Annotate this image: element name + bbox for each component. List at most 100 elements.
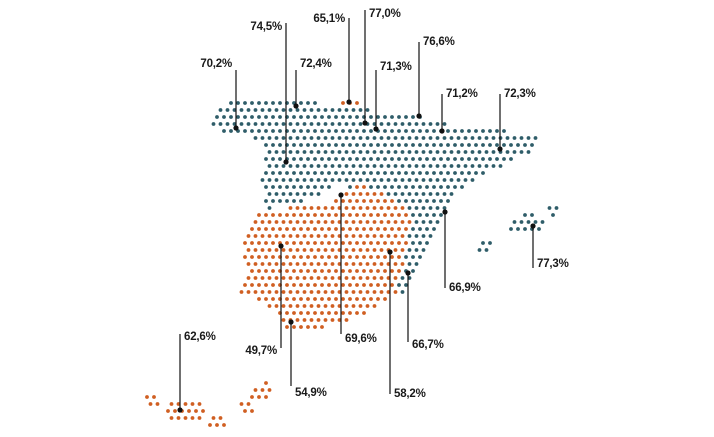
- map-dot: [428, 178, 433, 182]
- map-dot: [355, 185, 359, 189]
- map-dot: [306, 115, 310, 119]
- map-dot: [488, 241, 492, 245]
- map-dot: [264, 241, 268, 245]
- map-dot: [250, 115, 254, 119]
- map-dot: [288, 248, 293, 252]
- map-dot: [197, 416, 202, 420]
- map-dot: [355, 143, 359, 147]
- map-dot: [334, 129, 338, 133]
- map-dot: [334, 255, 338, 259]
- map-dot: [323, 136, 328, 140]
- map-dot: [547, 206, 552, 210]
- map-dot: [540, 220, 545, 224]
- map-dot: [400, 248, 405, 252]
- map-dot: [421, 164, 426, 168]
- map-dot: [267, 388, 272, 392]
- map-dot: [407, 248, 412, 252]
- map-dot: [320, 171, 324, 175]
- map-dot: [292, 143, 296, 147]
- map-dot: [215, 115, 219, 119]
- map-dot: [281, 150, 286, 154]
- map-dot: [512, 220, 517, 224]
- map-dot: [299, 115, 303, 119]
- map-dot: [519, 220, 524, 224]
- map-dot: [278, 129, 282, 133]
- map-dot: [344, 276, 349, 280]
- map-dot: [432, 157, 436, 161]
- map-dot: [316, 318, 321, 322]
- map-dot: [295, 304, 300, 308]
- map-dot: [334, 143, 338, 147]
- map-dot: [295, 136, 300, 140]
- map-dot: [460, 129, 464, 133]
- map-dot: [348, 171, 352, 175]
- map-dot: [260, 234, 265, 238]
- map-dot: [264, 269, 268, 273]
- map-dot: [393, 122, 398, 126]
- map-dot: [302, 262, 307, 266]
- map-dot: [243, 115, 247, 119]
- map-dot: [365, 248, 370, 252]
- leader-anchor-pais-vasco: [362, 120, 368, 126]
- map-dot: [302, 220, 307, 224]
- map-dot: [267, 276, 272, 280]
- map-dot: [152, 395, 156, 399]
- map-dot: [446, 129, 450, 133]
- map-dot: [460, 143, 464, 147]
- map-dot: [306, 311, 310, 315]
- map-dot: [323, 150, 328, 154]
- map-dot: [222, 423, 226, 427]
- map-dot: [323, 248, 328, 252]
- map-dot: [306, 185, 310, 189]
- map-dot: [267, 220, 272, 224]
- map-dot: [246, 402, 251, 406]
- map-dot: [495, 143, 499, 147]
- map-dot: [383, 241, 387, 245]
- map-dot: [225, 108, 230, 112]
- value-label-murcia: 66,7%: [412, 339, 444, 351]
- map-dot: [428, 122, 433, 126]
- map-dot: [278, 227, 282, 231]
- map-dot: [253, 276, 258, 280]
- map-dot: [365, 192, 370, 196]
- map-dot: [477, 150, 482, 154]
- map-dot: [428, 220, 433, 224]
- map-dot: [320, 269, 324, 273]
- map-dot: [407, 164, 412, 168]
- map-dot: [334, 115, 338, 119]
- map-dot: [334, 199, 338, 203]
- map-dot: [250, 255, 254, 259]
- map-dot: [295, 150, 300, 154]
- map-dot: [323, 304, 328, 308]
- map-dot: [288, 122, 293, 126]
- map-dot: [295, 108, 300, 112]
- map-dot: [341, 129, 345, 133]
- map-dot: [351, 108, 356, 112]
- map-dot: [519, 150, 524, 154]
- map-dot: [309, 178, 314, 182]
- map-dot: [533, 220, 538, 224]
- map-dot: [341, 255, 345, 259]
- map-dot: [383, 227, 387, 231]
- value-label-andalucia: 54,9%: [295, 387, 327, 399]
- map-dot: [257, 297, 261, 301]
- map-dot: [390, 227, 394, 231]
- map-dot: [306, 213, 310, 217]
- map-dot: [362, 199, 366, 203]
- map-dot: [386, 136, 391, 140]
- map-dot: [358, 206, 363, 210]
- map-dot: [274, 150, 279, 154]
- map-dot: [369, 297, 373, 301]
- map-dot: [264, 297, 268, 301]
- map-dot: [372, 164, 377, 168]
- map-dot: [365, 108, 370, 112]
- map-dot: [288, 290, 293, 294]
- map-dot: [439, 171, 443, 175]
- map-dot: [491, 150, 496, 154]
- map-dot: [400, 122, 405, 126]
- map-dot: [372, 290, 377, 294]
- map-dot: [372, 178, 377, 182]
- map-dot: [295, 318, 300, 322]
- map-dot: [393, 290, 398, 294]
- map-dot: [271, 269, 275, 273]
